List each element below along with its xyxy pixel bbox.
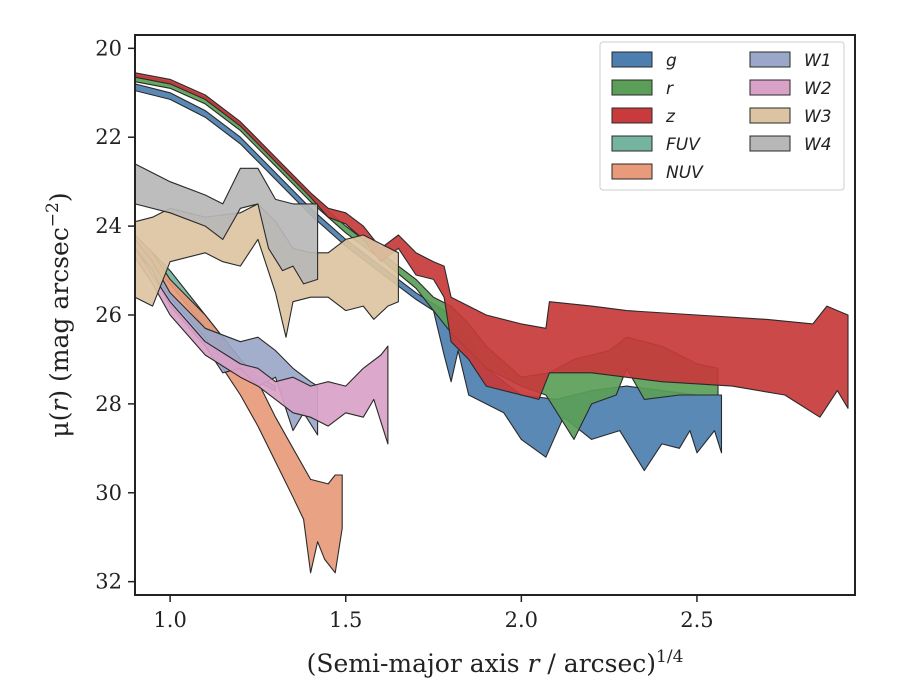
legend-label-fuv: FUV	[666, 135, 701, 155]
legend-label-nuv: NUV	[666, 163, 704, 183]
y-tick-label: 32	[95, 570, 122, 594]
legend-swatch-fuv	[611, 135, 653, 152]
y-axis-title: μ(r) (mag arcsec−2)	[43, 192, 74, 437]
y-tick-label: 22	[95, 125, 122, 149]
legend-label-w4: W4	[804, 135, 832, 155]
y-axis-title-rest: ) (mag arcsec	[45, 227, 74, 400]
x-axis-title-sup: 1/4	[656, 647, 683, 667]
x-axis-title: (Semi-major axis r / arcsec)1/4	[307, 647, 684, 678]
legend-swatch-z	[611, 107, 653, 124]
legend-swatch-g	[611, 51, 653, 68]
legend-swatch-w2	[749, 79, 791, 96]
legend-swatch-w1	[749, 51, 791, 68]
x-tick-label: 1.5	[329, 608, 362, 632]
legend-swatch-w3	[749, 107, 791, 124]
legend-label-r: r	[666, 79, 674, 99]
y-axis-title-end: )	[45, 192, 74, 202]
y-tick-label: 30	[95, 481, 122, 505]
x-axis-title-rest: / arcsec)	[539, 649, 656, 678]
x-axis-title-main: (Semi-major axis	[307, 649, 528, 678]
legend-box	[599, 41, 845, 191]
x-axis: 1.0 1.5 2.0 2.5	[153, 595, 714, 632]
y-tick-label: 24	[95, 214, 122, 238]
band-w2	[134, 247, 389, 445]
x-axis-title-var: r	[528, 649, 542, 678]
y-axis-title-sup: −2	[43, 202, 63, 227]
x-tick-label: 2.5	[680, 608, 713, 632]
y-axis: 20 22 24 26 28 30 32	[95, 36, 135, 594]
band-w4	[134, 163, 319, 285]
legend-swatch-w4	[749, 135, 791, 152]
y-axis-title-var: r	[45, 398, 74, 412]
legend-swatch-r	[611, 79, 653, 96]
y-tick-label: 20	[95, 36, 122, 60]
x-tick-label: 2.0	[505, 608, 538, 632]
y-tick-label: 28	[95, 392, 122, 416]
legend: grz FUV NUV W1 W2 W3 W4	[599, 41, 845, 191]
y-axis-title-mu: μ(	[45, 412, 74, 438]
y-tick-label: 26	[95, 303, 122, 327]
x-tick-label: 1.0	[153, 608, 186, 632]
legend-label-g: g	[666, 51, 677, 71]
legend-label-w3: W3	[804, 107, 832, 127]
series-areas	[134, 72, 849, 574]
legend-label-z: z	[665, 107, 676, 127]
legend-label-w2: W2	[804, 79, 832, 99]
legend-label-w1: W1	[804, 51, 832, 71]
legend-swatch-nuv	[611, 163, 653, 180]
